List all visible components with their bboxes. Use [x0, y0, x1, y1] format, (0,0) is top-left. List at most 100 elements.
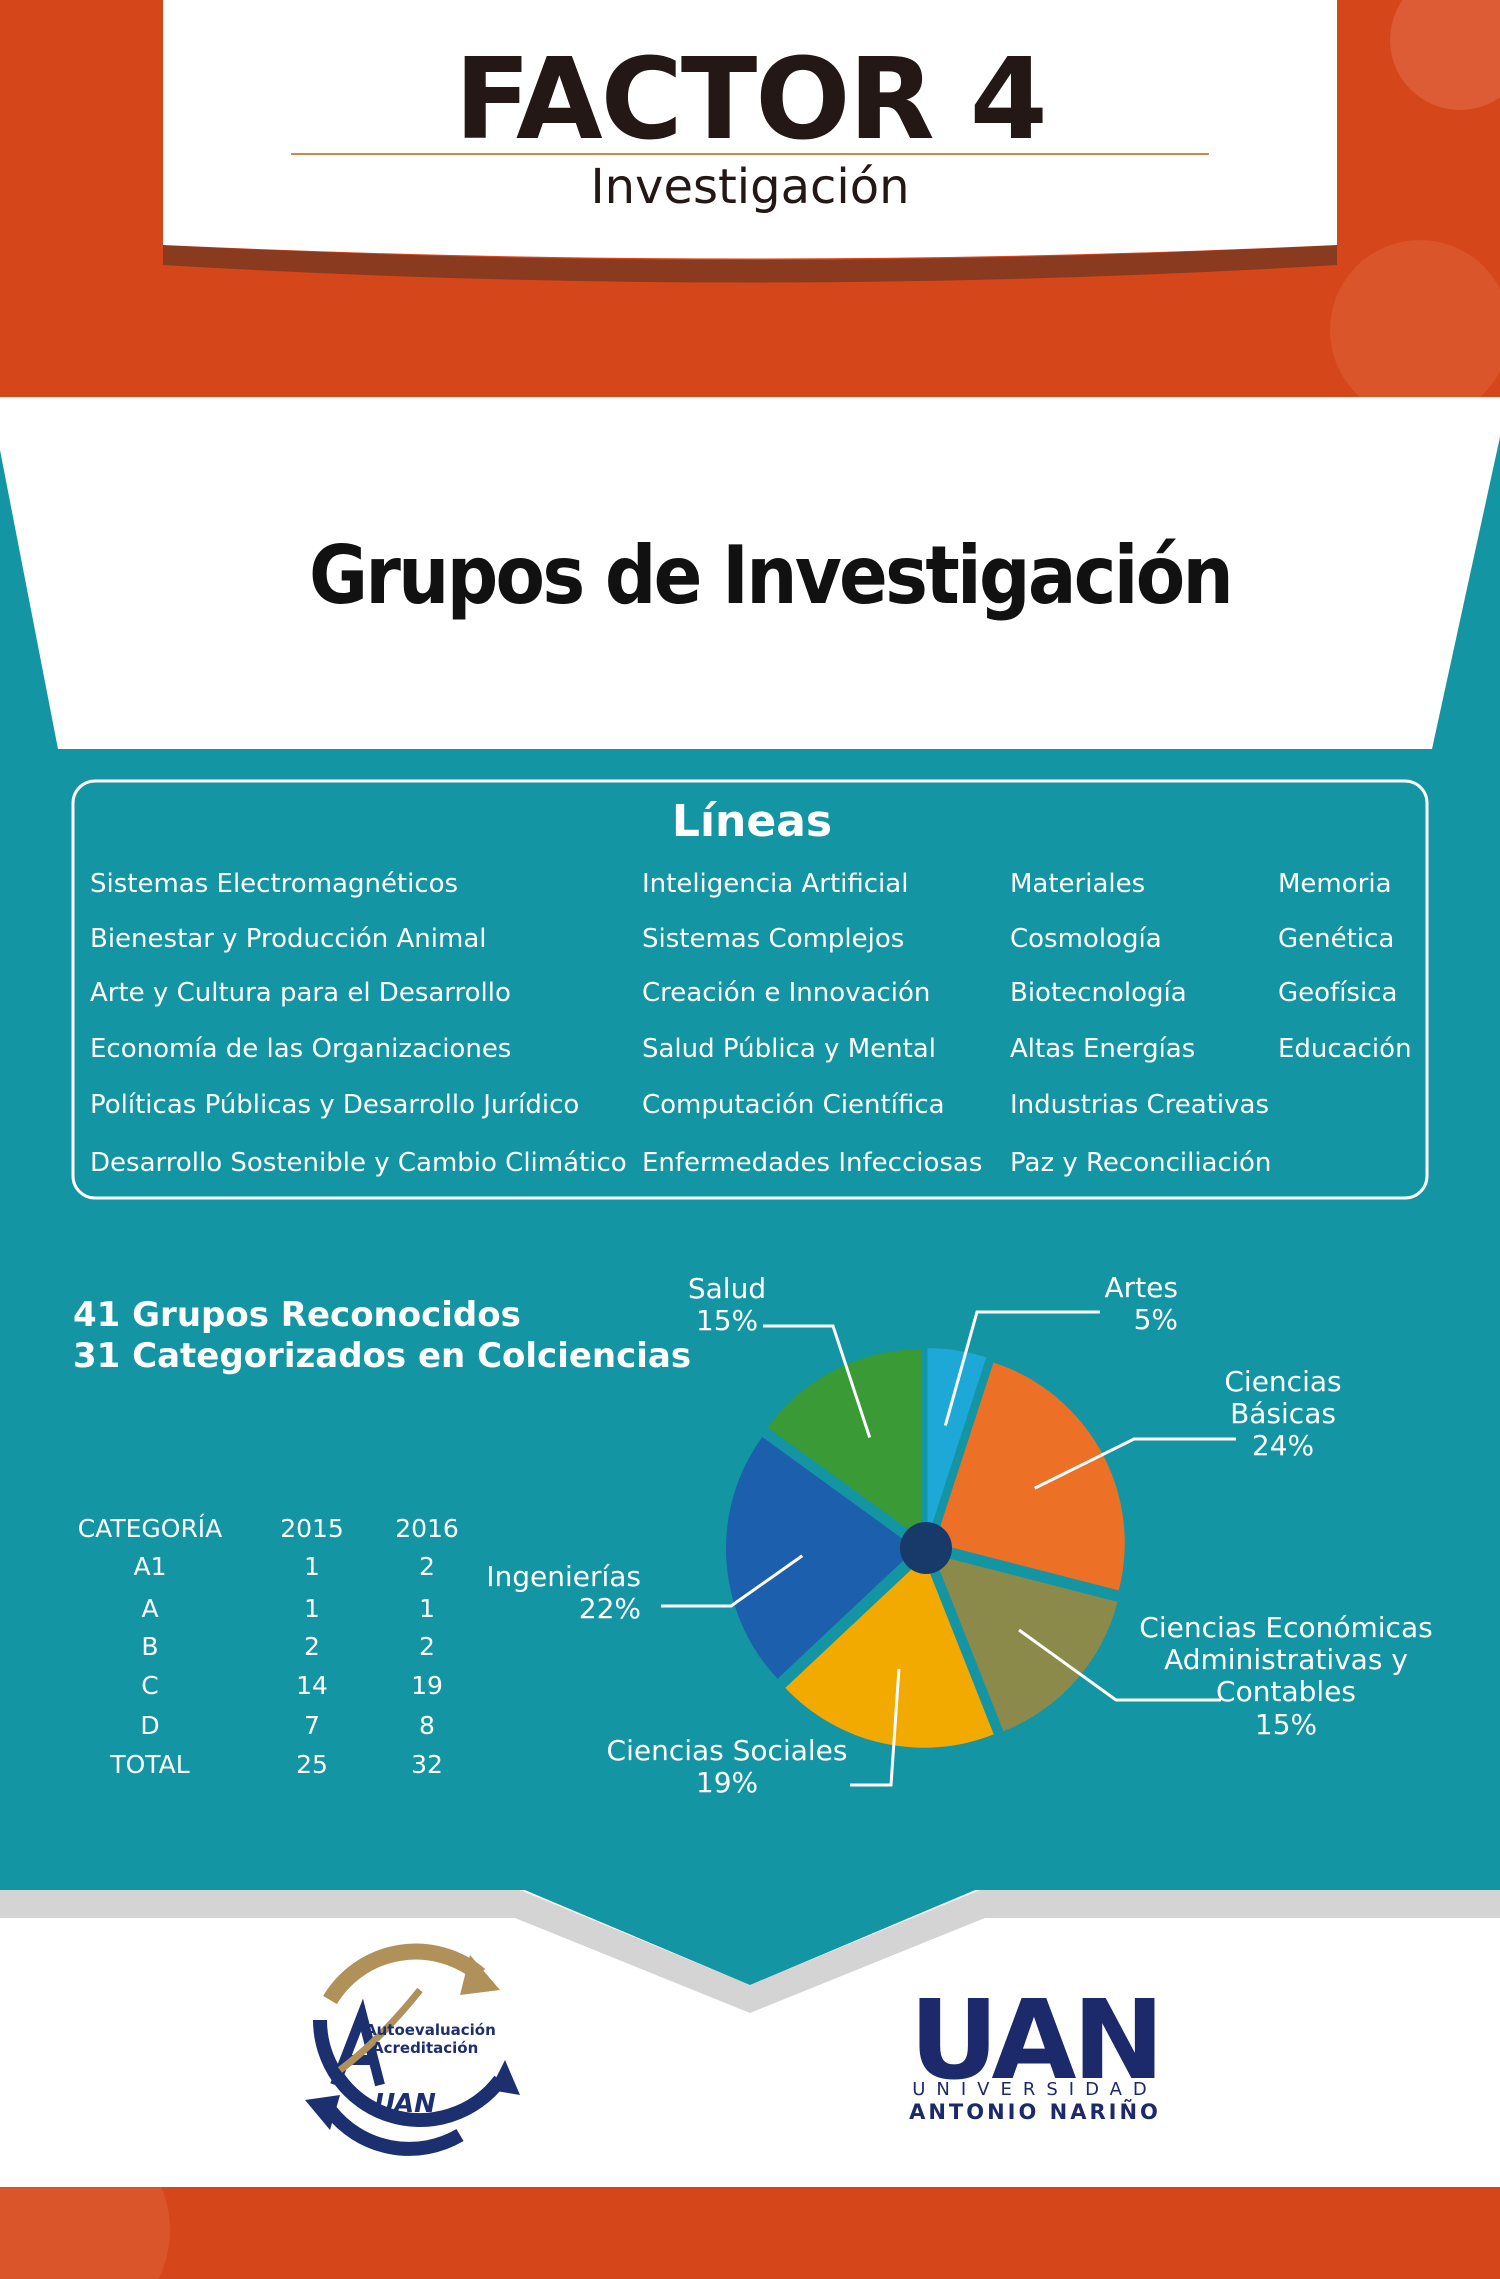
logo-text: UAN — [374, 2089, 436, 2119]
table-cell: 2 — [419, 1632, 435, 1661]
chevron-arrow — [520, 1888, 980, 1985]
slice-label: Ingenierías 22% — [486, 1560, 641, 1626]
title-panel — [0, 397, 1500, 749]
pie-slice — [767, 1349, 922, 1540]
research-line: Sistemas Electromagnéticos — [90, 869, 459, 899]
table-cell: 1 — [304, 1594, 320, 1623]
logo-text: UNIVERSIDAD — [912, 2079, 1158, 2100]
logo-arc — [313, 2019, 506, 2127]
table-cell: 1 — [304, 1552, 320, 1581]
page-title: FACTOR 4 — [454, 35, 1047, 165]
research-line: Geofísica — [1278, 978, 1398, 1008]
slice-category: Salud — [687, 1272, 767, 1305]
table-cell: 7 — [304, 1711, 320, 1740]
table-cell: B — [141, 1632, 159, 1661]
leader-line — [763, 1324, 872, 1438]
table-cell: A — [141, 1594, 159, 1623]
left-logo — [305, 1943, 520, 2156]
research-line: Políticas Públicas y Desarrollo Jurídico — [90, 1090, 580, 1120]
research-line: Genética — [1278, 924, 1395, 954]
bokeh — [1330, 240, 1500, 420]
leader-line — [943, 1310, 1100, 1426]
slice-value: 24% — [1251, 1429, 1315, 1463]
table-cell: 19 — [411, 1671, 443, 1700]
slice-value: 19% — [695, 1766, 759, 1800]
research-line: Enfermedades Infecciosas — [642, 1148, 983, 1178]
research-line: Salud Pública y Mental — [642, 1034, 936, 1064]
slice-category: Ciencias Sociales — [606, 1734, 848, 1767]
slice-value: 15% — [695, 1304, 759, 1338]
header-edge — [163, 245, 1337, 283]
research-line: Altas Energías — [1010, 1034, 1196, 1064]
logo-arrowhead — [460, 1955, 500, 1995]
table-cell: 8 — [419, 1711, 435, 1740]
table-header: CATEGORÍA — [77, 1514, 223, 1543]
research-line: Desarrollo Sostenible y Cambio Climático — [90, 1148, 627, 1178]
logo-mark: UAN — [909, 1976, 1164, 2104]
research-line: Sistemas Complejos — [642, 924, 905, 954]
pie-slice — [934, 1362, 1125, 1591]
logo-arrowhead — [305, 2095, 340, 2130]
research-line: Industrias Creativas — [1010, 1090, 1270, 1120]
slice-label: Salud 15% — [627, 1272, 827, 1338]
leader-line — [1018, 1628, 1221, 1702]
slice-category: Ciencias Básicas — [1224, 1365, 1342, 1431]
table-cell: A1 — [133, 1552, 167, 1581]
bokeh — [1390, 0, 1500, 110]
page-subtitle: Investigación — [590, 159, 910, 215]
slice-label: Ciencias Económicas Administrativas y Co… — [1126, 1611, 1446, 1741]
slice-label: Artes 5% — [1104, 1271, 1178, 1337]
table-cell: TOTAL — [110, 1750, 190, 1779]
table-cell: D — [140, 1711, 160, 1740]
research-line: Paz y Reconciliación — [1010, 1148, 1272, 1178]
table-header: 2016 — [395, 1514, 459, 1543]
research-line: Bienestar y Producción Animal — [90, 924, 487, 954]
pie-hub — [900, 1522, 952, 1574]
table-header: 2015 — [280, 1514, 344, 1543]
research-line: Biotecnología — [1010, 978, 1187, 1008]
pie-slice — [726, 1436, 917, 1679]
slice-category: Artes — [1104, 1271, 1178, 1304]
research-line: Creación e Innovación — [642, 978, 931, 1008]
summary-line: 41 Grupos Reconocidos — [73, 1295, 521, 1335]
research-line: Materiales — [1010, 869, 1146, 899]
table-cell: 14 — [296, 1671, 328, 1700]
lines-box — [71, 779, 1429, 1200]
chevron-band — [0, 1890, 1500, 2013]
research-line: Economía de las Organizaciones — [90, 1034, 512, 1064]
logo-arc — [324, 2105, 464, 2156]
slice-category: Ingenierías — [486, 1560, 641, 1593]
logo-text: Acreditación — [372, 2039, 479, 2057]
research-line: Arte y Cultura para el Desarrollo — [90, 978, 511, 1008]
research-line: Computación Científica — [642, 1090, 945, 1120]
slice-label: Ciencias Básicas 24% — [1183, 1365, 1383, 1463]
table-cell: 2 — [419, 1552, 435, 1581]
table-cell: 25 — [296, 1750, 328, 1779]
table-cell: 2 — [304, 1632, 320, 1661]
leader-line — [850, 1668, 901, 1787]
slice-category: Ciencias Económicas Administrativas y Co… — [1139, 1611, 1433, 1709]
header-box — [163, 0, 1337, 259]
logo-text: ANTONIO NARIÑO — [909, 2100, 1161, 2124]
leader-line — [1033, 1437, 1236, 1490]
table-cell: C — [141, 1671, 159, 1700]
pie-slice — [933, 1554, 1118, 1732]
pie-slice — [785, 1557, 994, 1748]
table-cell: 32 — [411, 1750, 443, 1779]
logo-arrowhead — [490, 2060, 520, 2095]
logo-arrow — [323, 1943, 486, 2005]
slice-value: 22% — [578, 1592, 641, 1626]
research-line: Cosmología — [1010, 924, 1162, 954]
research-line: Memoria — [1278, 869, 1392, 899]
logo-text: Autoevaluación — [365, 2021, 496, 2039]
slice-value: 5% — [1133, 1303, 1178, 1337]
pie-slice — [927, 1348, 987, 1539]
section-title: Grupos de Investigación — [308, 529, 1234, 622]
summary-line: 31 Categorizados en Colciencias — [73, 1336, 692, 1376]
table-cell: 1 — [419, 1594, 435, 1623]
slice-value: 15% — [1254, 1707, 1318, 1741]
research-line: Inteligencia Artificial — [642, 869, 909, 899]
slice-label: Ciencias Sociales 19% — [577, 1734, 877, 1800]
